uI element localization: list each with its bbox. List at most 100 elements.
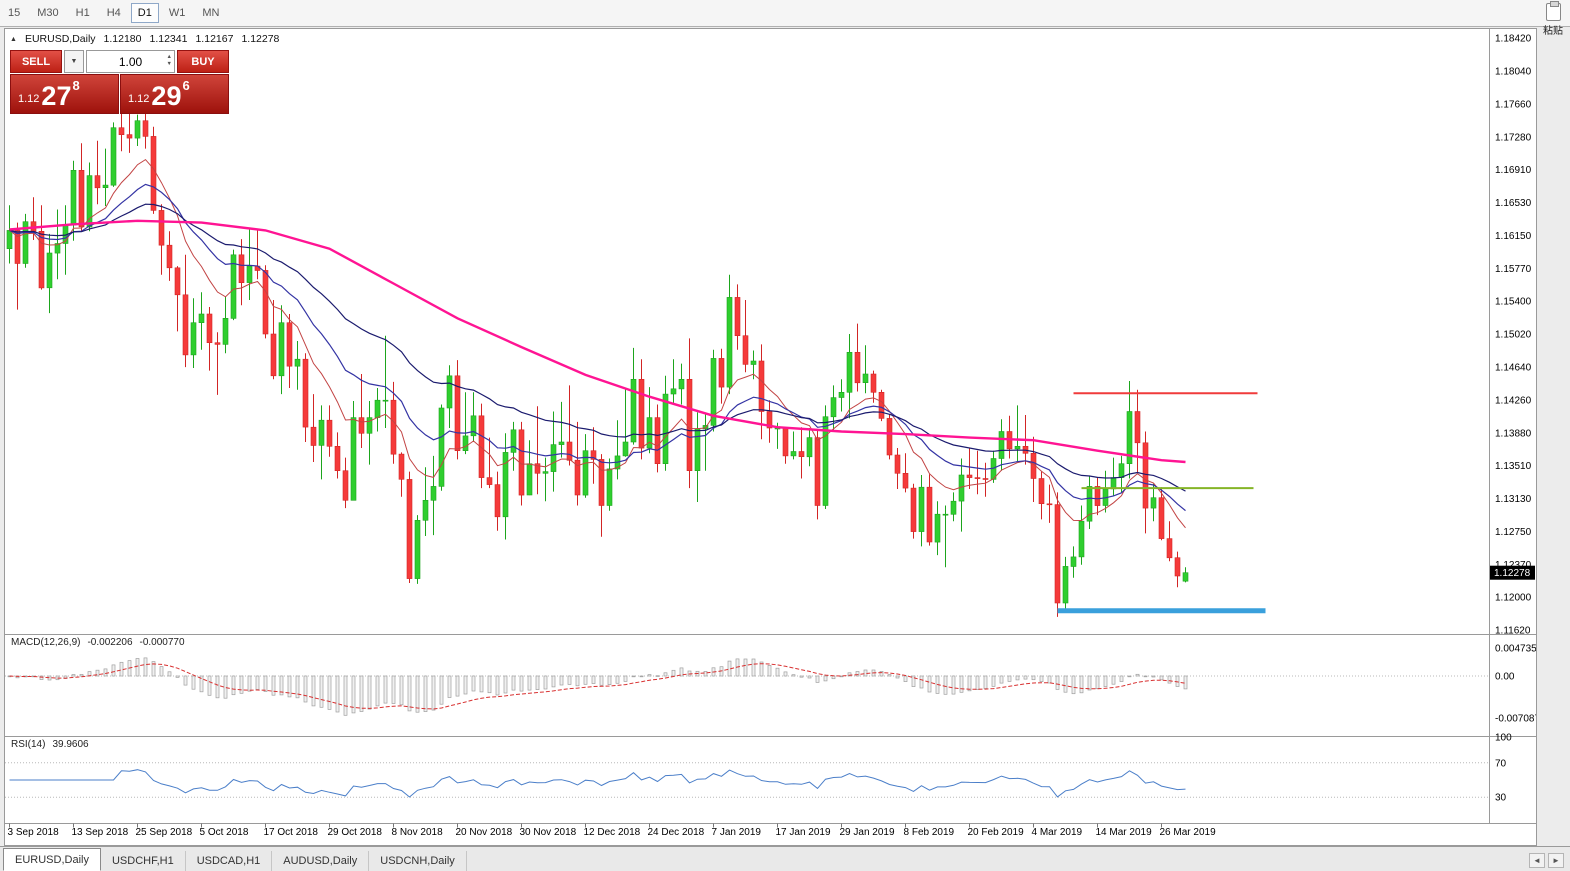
buy-price-sup: 6 [182,78,190,93]
svg-text:14 Mar 2019: 14 Mar 2019 [1096,827,1153,838]
buy-price-prefix: 1.12 [128,93,150,105]
timeframe-w1[interactable]: W1 [168,7,186,19]
chart-window: 1.18420 1.18040 1.17660 1.17280 1.16910 1.165… [4,28,1537,846]
svg-text:1.15020: 1.15020 [1495,330,1532,341]
one-click-trading-panel: SELL ▼ 1.00 ▲ ▼ BUY 1.12 27 8 [10,50,229,114]
svg-text:30: 30 [1495,793,1507,804]
chart-symbol-period: EURUSD,Daily [24,33,96,45]
svg-text:1.18040: 1.18040 [1495,67,1532,78]
volume-dropdown[interactable]: ▼ [64,50,84,73]
svg-text:70: 70 [1495,758,1507,769]
collapse-arrow-icon[interactable]: ▲ [10,35,17,43]
sell-price-big: 27 [41,81,72,111]
tab-audusd-daily[interactable]: AUDUSD,Daily [272,851,370,871]
timeframe-h4[interactable]: H4 [106,7,121,19]
buy-button[interactable]: BUY [177,50,229,73]
timeframe-h1[interactable]: H1 [75,7,90,19]
svg-text:13 Sep 2018: 13 Sep 2018 [72,827,129,838]
buy-price-button[interactable]: 1.12 29 6 [120,74,229,114]
rsi-value: 39.9606 [52,739,89,750]
volume-spinner[interactable]: ▲ ▼ [167,54,172,68]
one-click-controls: SELL ▼ 1.00 ▲ ▼ BUY [10,50,229,73]
tab-scroll-arrows: ◄ ► [1529,853,1570,871]
svg-text:1.14260: 1.14260 [1495,396,1532,407]
svg-text:0.004735: 0.004735 [1495,644,1536,655]
ohlc-close: 1.12278 [241,33,280,45]
chart-tab-bar: EURUSD,Daily USDCHF,H1 USDCAD,H1 AUDUSD,… [0,846,1570,871]
tab-scroll-right-icon[interactable]: ► [1548,853,1564,868]
dropdown-caret-icon: ▼ [70,58,78,65]
svg-text:12 Dec 2018: 12 Dec 2018 [584,827,641,838]
one-click-prices: 1.12 27 8 1.12 29 6 [10,74,229,114]
sell-price-sup: 8 [72,78,80,93]
svg-text:8 Feb 2019: 8 Feb 2019 [904,827,955,838]
svg-text:1.16150: 1.16150 [1495,231,1532,242]
timeframe-mn[interactable]: MN [202,7,220,19]
svg-text:24 Dec 2018: 24 Dec 2018 [648,827,705,838]
svg-text:1.12000: 1.12000 [1495,592,1532,603]
svg-text:1.12278: 1.12278 [1494,568,1531,579]
svg-text:29 Oct 2018: 29 Oct 2018 [328,827,383,838]
svg-text:29 Jan 2019: 29 Jan 2019 [840,827,895,838]
paste-label: 粘贴 [1543,26,1563,37]
volume-input[interactable]: 1.00 ▲ ▼ [86,50,175,73]
svg-text:4 Mar 2019: 4 Mar 2019 [1032,827,1083,838]
svg-text:1.17660: 1.17660 [1495,100,1532,111]
chart-ohlc-header: ▲ EURUSD,Daily 1.12180 1.12341 1.12167 1… [10,33,279,45]
timeframe-toolbar: 15 M30 H1 H4 D1 W1 MN [0,0,1570,27]
rsi-name: RSI(14) [11,739,46,750]
svg-text:26 Mar 2019: 26 Mar 2019 [1160,827,1217,838]
svg-text:30 Nov 2018: 30 Nov 2018 [520,827,577,838]
svg-text:1.14640: 1.14640 [1495,363,1532,374]
spinner-down-icon: ▼ [166,61,172,67]
svg-text:1.13880: 1.13880 [1495,429,1532,440]
svg-text:3 Sep 2018: 3 Sep 2018 [8,827,60,838]
svg-text:25 Sep 2018: 25 Sep 2018 [136,827,193,838]
macd-name: MACD(12,26,9) [11,637,81,648]
svg-text:8 Nov 2018: 8 Nov 2018 [392,827,444,838]
svg-text:20 Nov 2018: 20 Nov 2018 [456,827,513,838]
tab-usdcad-h1[interactable]: USDCAD,H1 [186,851,273,871]
svg-text:1.17280: 1.17280 [1495,133,1532,144]
spinner-up-icon: ▲ [166,54,172,60]
svg-text:7 Jan 2019: 7 Jan 2019 [712,827,762,838]
macd-indicator-label: MACD(12,26,9) -0.002206 -0.000770 [11,637,185,648]
clipboard-icon [1545,1,1561,21]
volume-value: 1.00 [118,54,143,69]
rsi-indicator-label: RSI(14) 39.9606 [11,739,89,750]
chart-canvas[interactable]: 1.18420 1.18040 1.17660 1.17280 1.16910 1.165… [5,29,1536,845]
sell-button[interactable]: SELL [10,50,62,73]
svg-text:1.13510: 1.13510 [1495,461,1532,472]
buy-price-big: 29 [151,81,182,111]
tab-scroll-left-icon[interactable]: ◄ [1529,853,1545,868]
svg-text:1.12750: 1.12750 [1495,527,1532,538]
svg-text:1.16530: 1.16530 [1495,198,1532,209]
svg-text:1.13130: 1.13130 [1495,494,1532,505]
timeframe-d1[interactable]: D1 [130,3,159,23]
macd-value-signal: -0.000770 [139,637,185,648]
svg-text:1.15400: 1.15400 [1495,296,1532,307]
sell-price-prefix: 1.12 [18,93,40,105]
svg-text:17 Jan 2019: 17 Jan 2019 [776,827,831,838]
ohlc-low: 1.12167 [195,33,234,45]
svg-text:100: 100 [1495,733,1512,744]
macd-value-main: -0.002206 [87,637,133,648]
tab-usdcnh-daily[interactable]: USDCNH,Daily [369,851,467,871]
tab-usdchf-h1[interactable]: USDCHF,H1 [101,851,186,871]
svg-text:20 Feb 2019: 20 Feb 2019 [968,827,1025,838]
timeframe-m30[interactable]: M30 [37,7,59,19]
paste-tool[interactable]: 粘贴 [1539,1,1567,37]
svg-text:17 Oct 2018: 17 Oct 2018 [264,827,319,838]
svg-text:-0.007087: -0.007087 [1495,713,1536,724]
ohlc-high: 1.12341 [149,33,188,45]
svg-text:1.18420: 1.18420 [1495,34,1532,45]
svg-text:0.00: 0.00 [1495,672,1515,683]
timeframe-m15[interactable]: 15 [8,7,21,19]
sell-price-button[interactable]: 1.12 27 8 [10,74,119,114]
ohlc-open: 1.12180 [103,33,142,45]
svg-text:1.11620: 1.11620 [1495,626,1531,637]
svg-text:1.16910: 1.16910 [1495,165,1532,176]
tab-eurusd-daily[interactable]: EURUSD,Daily [3,848,101,871]
svg-text:5 Oct 2018: 5 Oct 2018 [200,827,249,838]
